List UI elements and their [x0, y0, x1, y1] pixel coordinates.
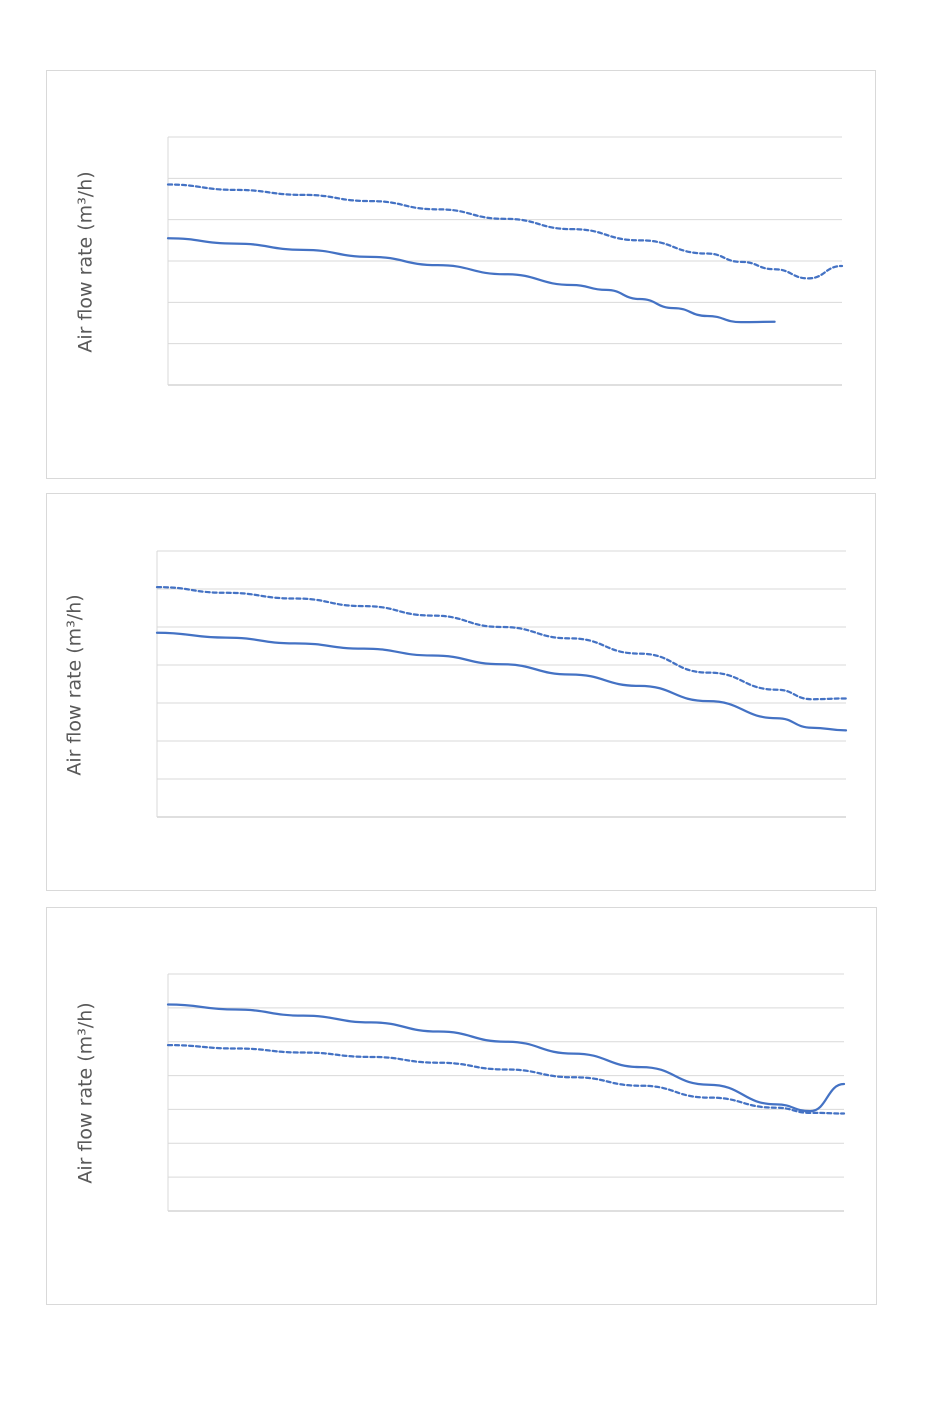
series-line-dashed — [166, 183, 844, 280]
chart-panel-1: Air flow rate (m³/h) — [46, 70, 876, 479]
series-line-solid — [166, 1003, 846, 1113]
chart-panel-3: Air flow rate (m³/h) — [46, 907, 877, 1305]
y-axis-label: Air flow rate (m³/h) — [74, 1002, 97, 1184]
series-line-dashed — [166, 1043, 846, 1115]
series-line-dashed — [155, 585, 848, 701]
chart-plot-2 — [155, 550, 848, 818]
chart-panel-2: Air flow rate (m³/h) — [46, 493, 876, 891]
chart-plot-1 — [166, 136, 844, 386]
y-axis-label: Air flow rate (m³/h) — [74, 171, 97, 353]
chart-plot-3 — [166, 973, 846, 1212]
y-axis-label: Air flow rate (m³/h) — [63, 594, 86, 776]
series-line-solid — [166, 237, 776, 324]
series-line-solid — [155, 631, 848, 732]
